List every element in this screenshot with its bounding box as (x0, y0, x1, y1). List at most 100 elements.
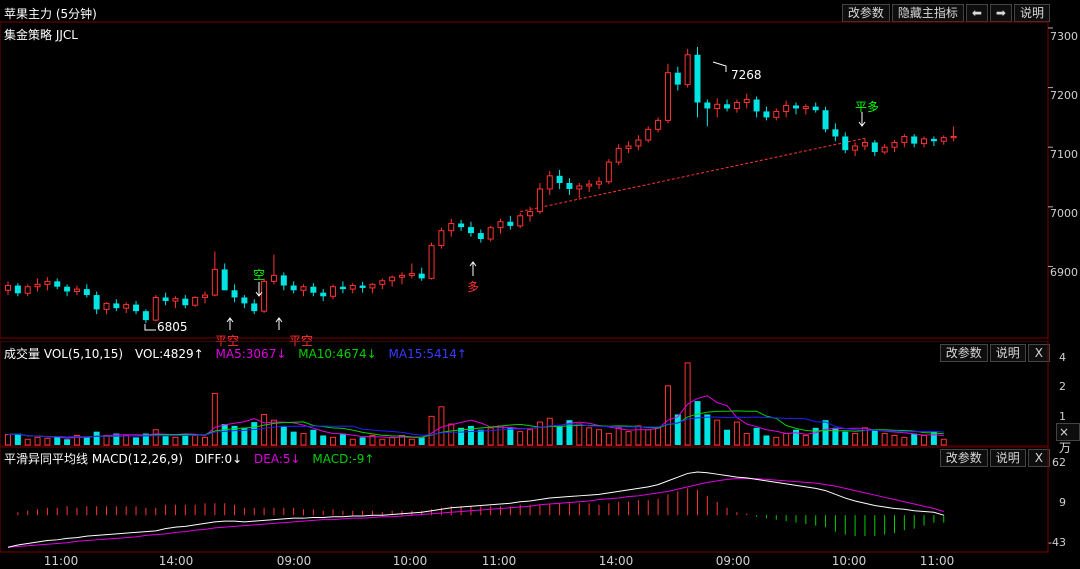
price-tick-6900: 6900 (1050, 266, 1078, 279)
volume-bar (113, 433, 120, 445)
candle (842, 136, 849, 151)
strategy-label: 集金策略 JJCL (4, 28, 78, 42)
macd-header: 平滑异同平均线 MACD(12,26,9) DIFF:0↓ DEA:5↓ MAC… (0, 447, 1080, 467)
price-chart[interactable] (0, 0, 1080, 340)
volume-tick-4: 4 (1059, 351, 1066, 364)
candle (871, 142, 878, 152)
candle (950, 135, 957, 139)
candle (231, 290, 238, 298)
volume-bar (635, 425, 642, 446)
volume-bar (73, 434, 80, 446)
volume-bar (832, 427, 839, 445)
volume-unit-button[interactable]: ×万 (1056, 423, 1080, 455)
volume-close-button[interactable]: X (1027, 344, 1050, 362)
x-tick-4: 11:00 (481, 554, 517, 568)
volume-bar (576, 423, 583, 446)
candle (684, 54, 691, 86)
candle (596, 181, 602, 185)
candle (852, 145, 859, 151)
volume-bar (231, 425, 238, 445)
macd-dea: DEA:5↓ (254, 452, 301, 466)
candle (241, 297, 248, 304)
volume-bar (921, 434, 928, 446)
candle (162, 297, 169, 302)
signal-kong: 空 (253, 268, 266, 282)
candle (802, 106, 809, 109)
volume-bar (359, 437, 366, 445)
volume-bar (517, 431, 524, 446)
signal-pingduo: 平多 (855, 100, 880, 114)
candle (517, 215, 524, 227)
volume-help-button[interactable]: 说明 (989, 344, 1026, 362)
volume-value: VOL:4829↑ (134, 347, 204, 361)
volume-ma15: MA15:5414↑ (388, 347, 467, 361)
candle (369, 283, 376, 289)
volume-bar (241, 427, 248, 445)
candle (418, 273, 425, 279)
volume-bar (202, 436, 208, 446)
volume-bar (467, 425, 474, 445)
volume-bar (44, 437, 51, 446)
macd-edit-params-button[interactable]: 改参数 (939, 449, 988, 467)
candle (566, 182, 573, 189)
x-tick-5: 14:00 (598, 554, 634, 568)
volume-bar (753, 427, 760, 445)
volume-bar (871, 429, 878, 445)
candle (261, 280, 268, 312)
price-tick-7100: 7100 (1050, 148, 1078, 161)
volume-bar (389, 436, 396, 446)
window-title: 苹果主力 (5分钟) (4, 7, 97, 21)
macd-chart[interactable] (0, 447, 1080, 569)
volume-bar (24, 438, 31, 446)
price-tick-7000: 7000 (1050, 207, 1078, 220)
volume-header: 成交量 VOL(5,10,15) VOL:4829↑ MA5:3067↓ MA1… (0, 341, 1080, 362)
candle (202, 294, 208, 298)
candle (635, 139, 642, 147)
volume-chart[interactable] (0, 341, 1080, 447)
macd-tick-9: 9 (1059, 496, 1066, 509)
macd-help-button[interactable]: 说明 (989, 449, 1026, 467)
candle (192, 296, 199, 306)
macd-close-button[interactable]: X (1027, 449, 1050, 467)
toolbar: 改参数 隐藏主指标 ⬅ ➡ 说明 (840, 4, 1050, 22)
candle (280, 275, 287, 286)
candle (901, 135, 908, 143)
volume-bar (704, 414, 711, 445)
volume-bar (172, 436, 179, 446)
volume-bar (369, 434, 376, 446)
volume-bar (556, 425, 563, 445)
candle (940, 137, 947, 142)
macd-dea-line (7, 478, 944, 548)
candle (714, 103, 721, 109)
candle (428, 245, 435, 279)
candle (44, 280, 51, 285)
arrow-up-1-head (226, 317, 234, 323)
volume-bar (280, 425, 287, 445)
candle (664, 72, 671, 121)
candle (408, 273, 415, 276)
volume-bar (743, 433, 750, 446)
volume-bar (586, 427, 593, 446)
candle (24, 286, 31, 294)
volume-bar (940, 438, 947, 446)
candle (753, 99, 760, 112)
candle (812, 106, 819, 111)
candle (438, 230, 445, 247)
x-tick-7: 10:00 (831, 554, 867, 568)
volume-bar (418, 437, 425, 445)
volume-edit-params-button[interactable]: 改参数 (939, 344, 988, 362)
volume-bar (822, 420, 829, 445)
volume-bar (645, 429, 652, 446)
candle (113, 303, 120, 309)
volume-bar (714, 419, 721, 446)
candle (211, 268, 218, 296)
price-tick-7300: 7300 (1050, 30, 1078, 43)
candle (379, 280, 386, 285)
candle (783, 104, 790, 112)
volume-bar (162, 435, 169, 445)
volume-bar (596, 429, 602, 446)
candle (507, 221, 514, 226)
volume-bar (625, 431, 632, 446)
volume-bar (211, 392, 218, 446)
trend-line (520, 137, 866, 213)
